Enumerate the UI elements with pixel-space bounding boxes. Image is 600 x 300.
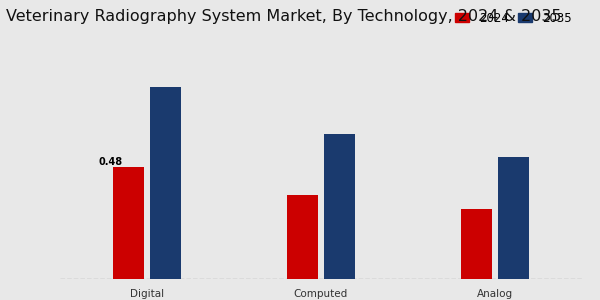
Text: 0.48: 0.48 bbox=[98, 158, 122, 167]
Bar bbox=[324, 134, 355, 279]
Bar bbox=[461, 209, 492, 279]
Legend: 2024, 2035: 2024, 2035 bbox=[451, 7, 576, 29]
Text: Veterinary Radiography System Market, By Technology, 2024 & 2035: Veterinary Radiography System Market, By… bbox=[6, 9, 562, 24]
Bar bbox=[150, 87, 181, 279]
Bar bbox=[113, 167, 144, 279]
Bar bbox=[287, 195, 318, 279]
Bar bbox=[498, 157, 529, 279]
